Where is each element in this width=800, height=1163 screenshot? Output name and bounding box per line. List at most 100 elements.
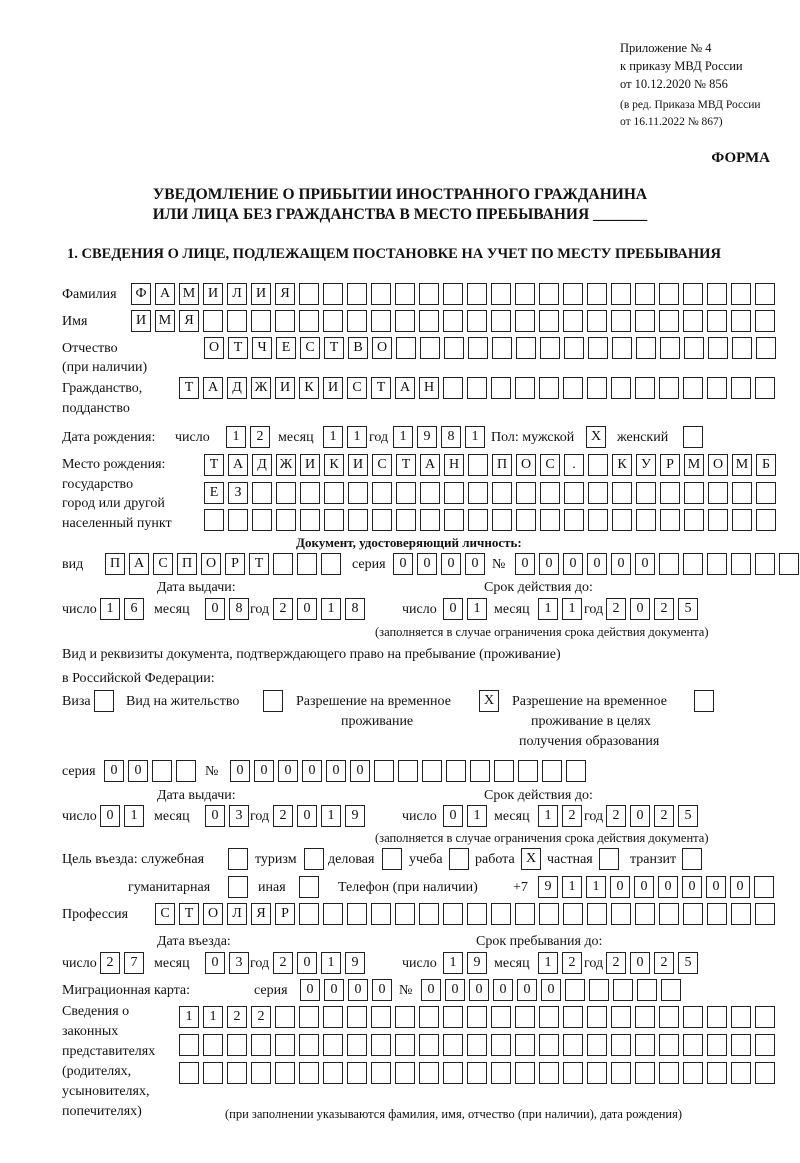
char-cell[interactable] [323,1006,343,1028]
char-cell[interactable] [542,760,562,782]
char-cell[interactable]: 2 [606,952,626,974]
char-cell[interactable] [419,283,439,305]
char-cell[interactable] [587,1006,607,1028]
char-cell[interactable] [599,848,619,870]
char-cell[interactable] [371,310,391,332]
char-cell[interactable] [443,903,463,925]
char-cell[interactable]: К [299,377,319,399]
char-cell[interactable]: М [155,310,175,332]
char-cell[interactable] [707,1034,727,1056]
char-cell[interactable]: 8 [441,426,461,448]
char-cell[interactable] [382,848,402,870]
char-cell[interactable] [708,482,728,504]
char-cell[interactable] [754,876,774,898]
char-cell[interactable] [613,979,633,1001]
char-cell[interactable]: Р [225,553,245,575]
char-cell[interactable]: 0 [706,876,726,898]
char-cell[interactable] [204,509,224,531]
char-cell[interactable] [684,482,704,504]
char-cell[interactable] [588,509,608,531]
char-cell[interactable]: 2 [251,1006,271,1028]
visa-checkbox[interactable] [94,690,114,712]
char-cell[interactable] [444,482,464,504]
char-cell[interactable]: 0 [297,952,317,974]
char-cell[interactable] [396,482,416,504]
char-cell[interactable] [176,760,196,782]
char-cell[interactable]: 9 [417,426,437,448]
char-cell[interactable] [491,903,511,925]
char-cell[interactable] [563,310,583,332]
char-cell[interactable] [227,1034,247,1056]
char-cell[interactable]: 1 [321,598,341,620]
char-cell[interactable] [94,690,114,712]
char-cell[interactable]: 2 [273,598,293,620]
char-cell[interactable]: С [372,454,392,476]
char-cell[interactable] [563,1062,583,1084]
char-cell[interactable] [659,553,679,575]
char-cell[interactable] [731,553,751,575]
char-cell[interactable]: 0 [563,553,583,575]
char-cell[interactable] [324,482,344,504]
char-cell[interactable] [611,310,631,332]
char-cell[interactable] [467,310,487,332]
char-cell[interactable] [516,509,536,531]
char-cell[interactable]: Т [179,903,199,925]
char-cell[interactable] [587,377,607,399]
char-cell[interactable] [612,482,632,504]
char-cell[interactable] [444,337,464,359]
char-cell[interactable] [491,1006,511,1028]
char-cell[interactable] [755,553,775,575]
char-cell[interactable] [563,377,583,399]
char-cell[interactable] [419,903,439,925]
char-cell[interactable]: 0 [443,805,463,827]
sex-female-checkbox[interactable] [683,426,703,448]
char-cell[interactable] [251,1062,271,1084]
char-cell[interactable] [299,876,319,898]
char-cell[interactable]: 2 [654,598,674,620]
char-cell[interactable]: А [228,454,248,476]
char-cell[interactable]: 0 [297,805,317,827]
char-cell[interactable] [683,1006,703,1028]
char-cell[interactable]: С [540,454,560,476]
char-cell[interactable] [419,1062,439,1084]
char-cell[interactable] [779,553,799,575]
char-cell[interactable] [299,1034,319,1056]
char-cell[interactable] [515,310,535,332]
char-cell[interactable] [179,1034,199,1056]
char-cell[interactable]: 1 [203,1006,223,1028]
char-cell[interactable] [660,482,680,504]
char-cell[interactable] [467,377,487,399]
char-cell[interactable]: Ж [276,454,296,476]
char-cell[interactable] [611,283,631,305]
char-cell[interactable] [299,310,319,332]
char-cell[interactable] [566,760,586,782]
char-cell[interactable] [660,337,680,359]
char-cell[interactable]: О [516,454,536,476]
char-cell[interactable]: 0 [630,598,650,620]
char-cell[interactable]: 1 [321,805,341,827]
char-cell[interactable]: 9 [538,876,558,898]
birthplace-field-3[interactable] [204,509,776,531]
char-cell[interactable] [228,509,248,531]
char-cell[interactable]: 0 [465,553,485,575]
char-cell[interactable]: Р [660,454,680,476]
char-cell[interactable] [636,482,656,504]
char-cell[interactable]: 1 [443,952,463,974]
char-cell[interactable] [707,553,727,575]
char-cell[interactable]: Е [204,482,224,504]
char-cell[interactable] [564,509,584,531]
char-cell[interactable]: 1 [538,952,558,974]
